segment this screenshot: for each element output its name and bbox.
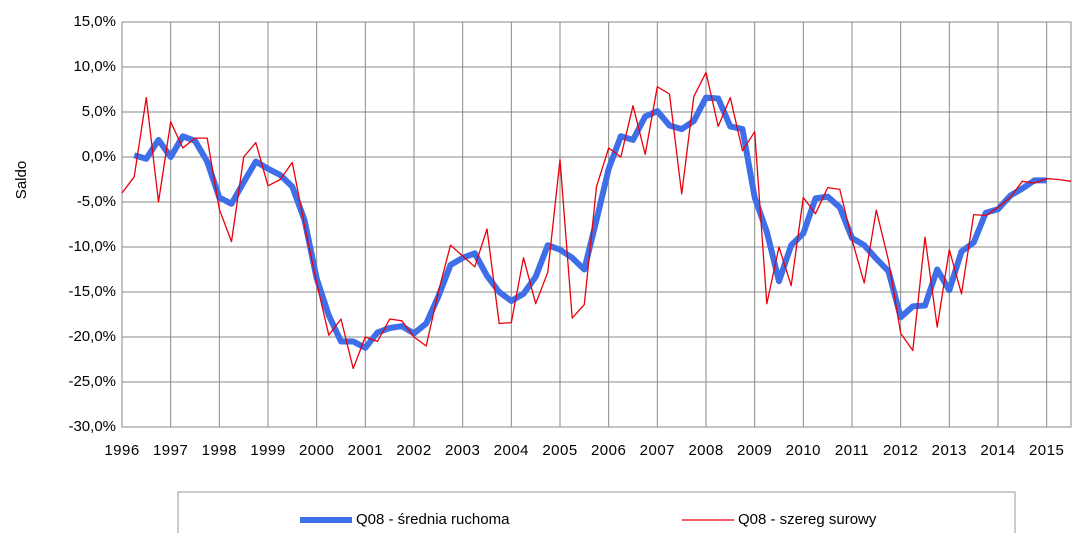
x-tick-label: 2008 — [688, 442, 723, 459]
x-tick-label: 2002 — [396, 442, 431, 459]
x-tick-label: 1999 — [250, 442, 285, 459]
x-tick-label: 2015 — [1029, 442, 1064, 459]
x-tick-label: 2010 — [786, 442, 821, 459]
legend-box — [177, 491, 1016, 533]
x-tick-label: 2004 — [494, 442, 529, 459]
x-tick-label: 2011 — [835, 442, 869, 459]
x-tick-label: 2001 — [348, 442, 383, 459]
legend-label: Q08 - średnia ruchoma — [356, 511, 510, 528]
y-tick-label: 15,0% — [73, 13, 116, 30]
x-tick-label: 2013 — [932, 442, 967, 459]
x-tick-label: 2014 — [980, 442, 1015, 459]
x-tick-label: 2007 — [640, 442, 675, 459]
y-axis-label: Saldo — [13, 161, 30, 199]
x-tick-label: 2000 — [299, 442, 334, 459]
x-tick-label: 2006 — [591, 442, 626, 459]
y-tick-label: 5,0% — [82, 103, 116, 120]
x-tick-label: 2005 — [542, 442, 577, 459]
y-tick-label: -30,0% — [68, 418, 116, 435]
legend-label: Q08 - szereg surowy — [738, 511, 877, 528]
x-tick-label: 2009 — [737, 442, 772, 459]
y-tick-label: 0,0% — [82, 148, 116, 165]
y-tick-label: -25,0% — [68, 373, 116, 390]
x-tick-label: 1998 — [202, 442, 237, 459]
y-tick-label: -10,0% — [68, 238, 116, 255]
x-tick-label: 1996 — [104, 442, 139, 459]
data-line — [121, 71, 1072, 370]
plot-border — [121, 21, 1072, 428]
x-tick-label: 2003 — [445, 442, 480, 459]
x-tick-label: 1997 — [153, 442, 188, 459]
x-tick-label: 2012 — [883, 442, 918, 459]
y-tick-label: -15,0% — [68, 283, 116, 300]
y-tick-label: -5,0% — [77, 193, 116, 210]
y-tick-label: 10,0% — [73, 58, 116, 75]
y-tick-label: -20,0% — [68, 328, 116, 345]
